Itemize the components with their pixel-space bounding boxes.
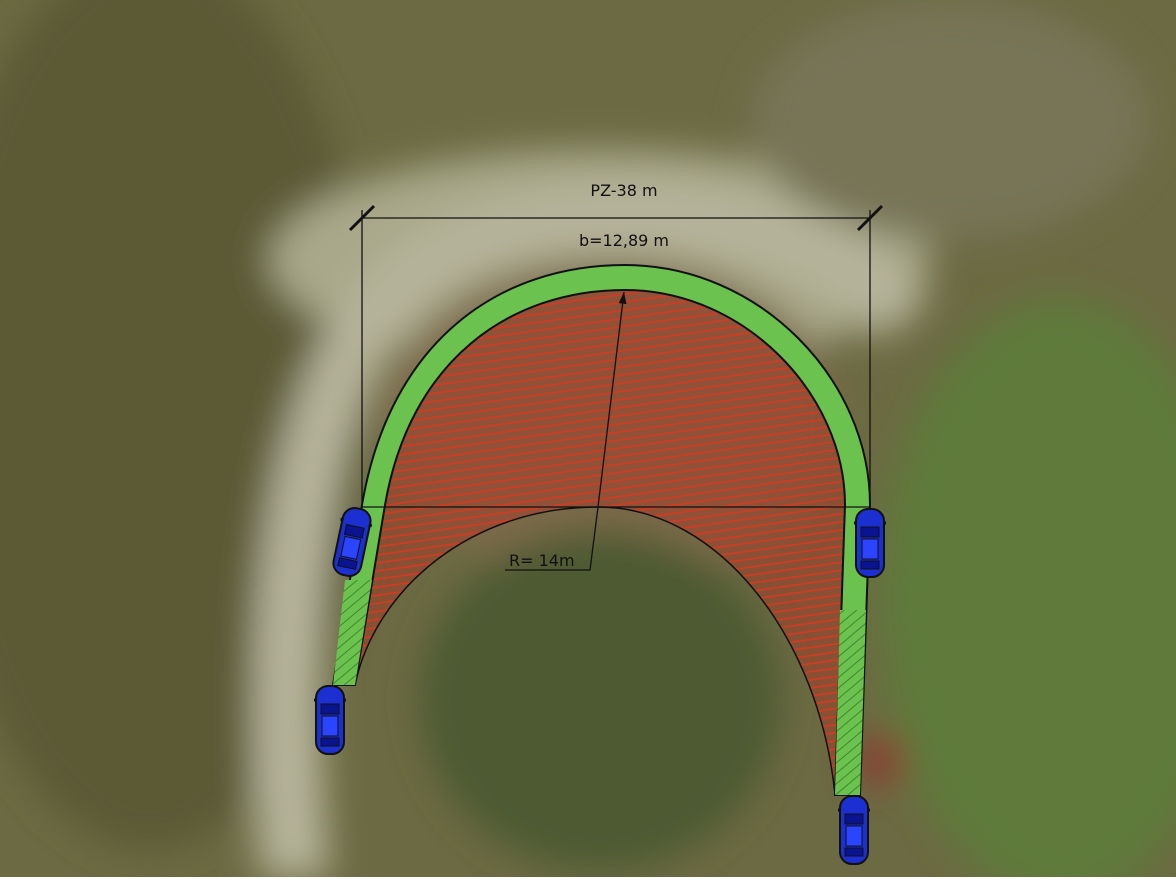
radius-label: R= 14m xyxy=(509,551,575,570)
dimension-lines xyxy=(348,204,884,571)
dimension-label: PZ-38 m xyxy=(590,181,657,200)
width-label: b=12,89 m xyxy=(579,231,669,250)
